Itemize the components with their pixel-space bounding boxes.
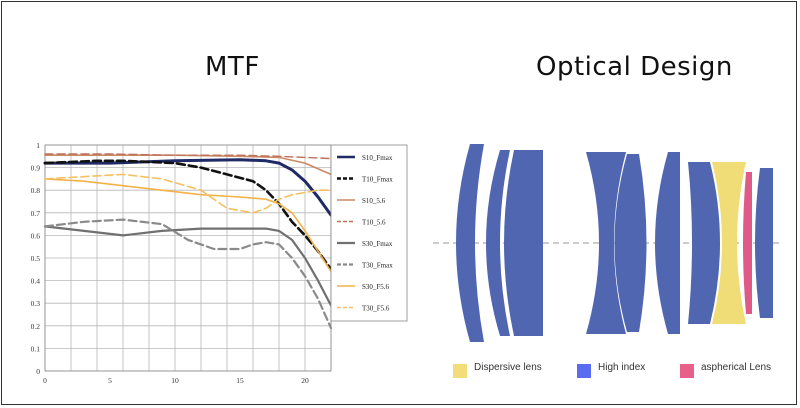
chart-legend: S10_Fmax T10_Fmax S10_5.6 T10_5.6 S30_Fmax T3… bbox=[330, 144, 408, 322]
legend-label: T10_Fmax bbox=[362, 176, 393, 184]
lens-5-high-index bbox=[614, 154, 647, 332]
series-line-s30-fmax bbox=[43, 225, 333, 307]
x-tick-label: 10 bbox=[171, 376, 179, 385]
series-line-s10-5-6 bbox=[44, 154, 332, 176]
series-line-t10-5-6 bbox=[44, 153, 332, 160]
y-tick-label: 0.5 bbox=[31, 254, 41, 263]
y-tick-label: 0.3 bbox=[31, 299, 41, 308]
optical-design-diagram bbox=[433, 144, 783, 342]
high-index-label: High index bbox=[598, 362, 646, 373]
legend-label: S10_5.6 bbox=[362, 197, 386, 205]
y-tick-label: 0.4 bbox=[31, 277, 41, 286]
x-tick-label: 20 bbox=[301, 376, 309, 385]
dispersive-lens-swatch bbox=[453, 364, 467, 378]
aspherical-lens-swatch bbox=[680, 364, 694, 378]
lens-7-high-index bbox=[688, 162, 720, 324]
y-tick-label: 0.7 bbox=[31, 209, 41, 218]
tick-labels: 00.10.20.30.40.50.60.70.80.910 5 10 15 20 bbox=[31, 141, 309, 385]
lens-4-high-index bbox=[586, 152, 626, 334]
series-line-s10-fmax bbox=[43, 158, 333, 217]
series-lines bbox=[43, 153, 333, 330]
lens-9-aspherical bbox=[743, 172, 752, 314]
lens-6-high-index bbox=[655, 152, 680, 334]
x-tick-label: 15 bbox=[236, 376, 244, 385]
high-index-swatch bbox=[577, 364, 591, 378]
legend-label: S30_F5.6 bbox=[362, 283, 390, 291]
y-tick-label: 0.8 bbox=[31, 186, 41, 195]
lens-2-high-index bbox=[486, 150, 510, 336]
y-tick-label: 0.6 bbox=[31, 231, 41, 240]
lens-3-high-index bbox=[504, 150, 543, 336]
lens-10-high-index bbox=[755, 168, 773, 318]
legend-label: T10_5.6 bbox=[362, 219, 386, 227]
lens-1-high-index bbox=[456, 144, 484, 342]
y-tick-label: 0.2 bbox=[31, 322, 41, 331]
mtf-heading: MTF bbox=[205, 52, 260, 82]
grid bbox=[44, 144, 332, 372]
lens-8-dispersive bbox=[712, 162, 746, 324]
legend-box bbox=[330, 144, 408, 322]
y-tick-label: 0.9 bbox=[31, 164, 41, 173]
series-line-t30-f5-6 bbox=[44, 173, 332, 214]
legend-label: S30_Fmax bbox=[362, 240, 393, 248]
aspherical-lens-label: aspherical Lens bbox=[701, 362, 772, 373]
legend-label: T30_Fmax bbox=[362, 262, 393, 270]
series-line-s30-f5-6 bbox=[44, 178, 332, 273]
optical-design-heading: Optical Design bbox=[536, 52, 733, 82]
x-tick-label: 5 bbox=[108, 376, 112, 385]
legend-label: T30_F5.6 bbox=[362, 305, 390, 313]
mtf-chart: 00.10.20.30.40.50.60.70.80.910 5 10 15 20 S1… bbox=[31, 141, 408, 385]
dispersive-lens-label: Dispersive lens bbox=[474, 362, 542, 373]
y-tick-label: 1 bbox=[36, 141, 40, 150]
series-line-t30-fmax bbox=[43, 218, 333, 330]
series-line-t10-fmax bbox=[43, 159, 333, 271]
y-tick-label: 0.1 bbox=[31, 344, 41, 353]
y-tick-label: 0 bbox=[36, 367, 40, 376]
x-tick-label: 0 bbox=[43, 376, 47, 385]
legend-label: S10_Fmax bbox=[362, 154, 393, 162]
